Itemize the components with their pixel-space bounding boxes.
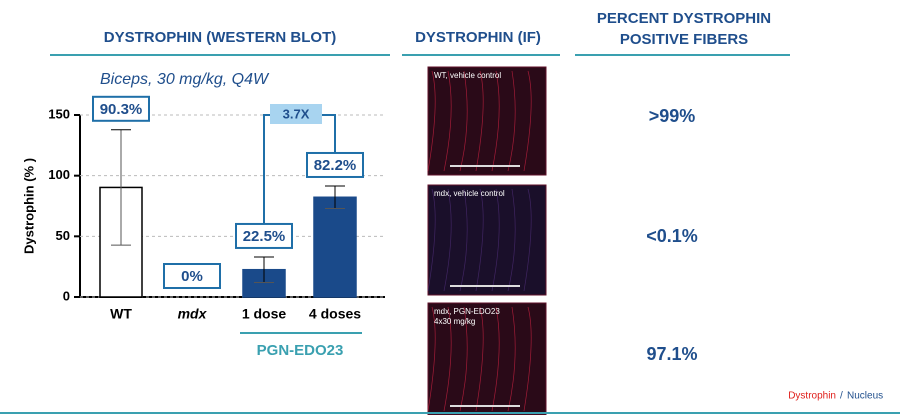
percent-value: <0.1%	[646, 226, 698, 246]
fiber-outline	[507, 188, 516, 292]
percent-value: >99%	[649, 106, 696, 126]
fiber-outline	[427, 306, 436, 412]
section-header: DYSTROPHIN (IF)	[415, 29, 541, 46]
y-tick-label: 150	[48, 106, 70, 121]
y-tick-label: 50	[56, 228, 70, 243]
section-header: DYSTROPHIN (WESTERN BLOT)	[104, 29, 337, 46]
fiber-outline	[523, 306, 532, 412]
percent-value: 97.1%	[646, 344, 697, 364]
fiber-outline	[491, 306, 500, 412]
value-label: 0%	[181, 268, 203, 285]
fiber-outline	[475, 306, 484, 412]
if-image	[427, 66, 547, 176]
value-label-box	[92, 95, 150, 122]
value-label-box	[163, 263, 221, 289]
fiber-outline	[443, 70, 452, 172]
x-tick-label: WT	[110, 306, 132, 322]
section-header: PERCENT DYSTROPHIN	[597, 10, 771, 27]
group-label: PGN-EDO23	[257, 342, 344, 359]
y-tick-label: 0	[63, 288, 70, 303]
fiber-outline	[523, 70, 532, 172]
fiber-outline	[443, 306, 452, 412]
fiber-outline	[475, 70, 484, 172]
y-tick-label: 100	[48, 167, 70, 182]
fiber-outline	[475, 188, 484, 292]
if-label: 4x30 mg/kg	[434, 317, 475, 326]
plot: 0 50 100 150 90.3% WT 0% mdx 22.5% 1 dose 82.2% 4 d…	[48, 95, 385, 359]
fiber-outline	[459, 188, 468, 292]
fiber-outline	[507, 306, 516, 412]
chart-subtitle: Biceps, 30 mg/kg, Q4W	[100, 71, 270, 88]
bar	[313, 196, 357, 298]
fiber-outline	[459, 70, 468, 172]
if-label: mdx, vehicle control	[434, 189, 505, 198]
y-axis-label: Dystrophin (% )	[21, 158, 36, 254]
value-label: 22.5%	[243, 228, 286, 245]
annotation: 3.7X	[283, 106, 310, 121]
fiber-outline	[491, 188, 500, 292]
fiber-outline	[443, 188, 452, 292]
section-header: POSITIVE FIBERS	[620, 31, 748, 48]
legend-sep: /	[840, 391, 843, 402]
if-panels: WT, vehicle control mdx, vehicle control m…	[427, 66, 547, 415]
fiber-outline	[427, 70, 436, 172]
fiber-outline	[507, 70, 516, 172]
fiber-outline	[427, 188, 436, 292]
if-image	[427, 184, 547, 296]
fiber-outline	[459, 306, 468, 412]
annotation-box	[270, 104, 322, 124]
legend-dystrophin: Dystrophin	[788, 391, 836, 402]
fiber-outline	[491, 70, 500, 172]
legend-nucleus: Nucleus	[847, 391, 883, 402]
if-label: mdx, PGN-EDO23	[434, 307, 500, 316]
fiber-outline	[523, 188, 532, 292]
x-tick-label: 1 dose	[242, 306, 287, 322]
value-label: 90.3%	[100, 101, 143, 118]
x-tick-label: mdx	[178, 306, 208, 322]
value-label-box	[235, 222, 293, 249]
x-tick-label: 4 doses	[309, 306, 361, 322]
value-label: 82.2%	[314, 157, 357, 174]
if-label: WT, vehicle control	[434, 71, 501, 80]
